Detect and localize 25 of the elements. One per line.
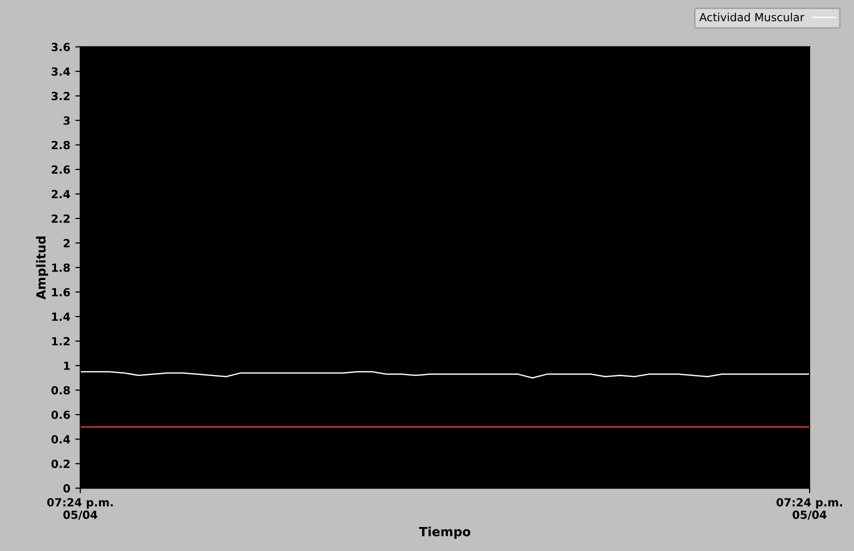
- y-tick-label: 2.2: [52, 214, 70, 223]
- y-tick-label: 1.8: [52, 263, 70, 272]
- line-series: [80, 371, 810, 378]
- y-tick-label: 3.2: [52, 92, 70, 100]
- x-tick-label: 07:24 p.m. 05/04: [776, 498, 842, 520]
- y-tick-label: 2.8: [52, 140, 70, 150]
- y-tick-label: 1: [64, 362, 70, 370]
- y-tick-label: 3.6: [52, 42, 70, 52]
- y-tick-label: 1.2: [52, 337, 70, 346]
- y-tick-label: 0: [63, 484, 70, 493]
- y-tick-label: 0.6: [51, 410, 70, 420]
- y-axis-title: Amplitud: [36, 236, 48, 300]
- y-tick-label: 3: [64, 116, 70, 125]
- y-tick-label: 2: [64, 238, 70, 248]
- y-tick-label: 0.4: [51, 435, 70, 444]
- x-tick-label: 07:24 p.m. 05/04: [47, 498, 113, 520]
- y-tick-label: 1.4: [52, 312, 70, 321]
- y-tick-label: 1.6: [52, 288, 70, 296]
- y-tick-label: 0.2: [51, 460, 70, 468]
- legend-label: Actividad Muscular: [699, 12, 804, 22]
- y-tick-label: 3.4: [52, 67, 70, 76]
- y-tick-label: 2.4: [52, 190, 70, 198]
- y-tick-label: 2.6: [52, 165, 70, 174]
- x-axis-title: Tiempo: [419, 526, 470, 539]
- y-tick-label: 0.8: [51, 386, 70, 394]
